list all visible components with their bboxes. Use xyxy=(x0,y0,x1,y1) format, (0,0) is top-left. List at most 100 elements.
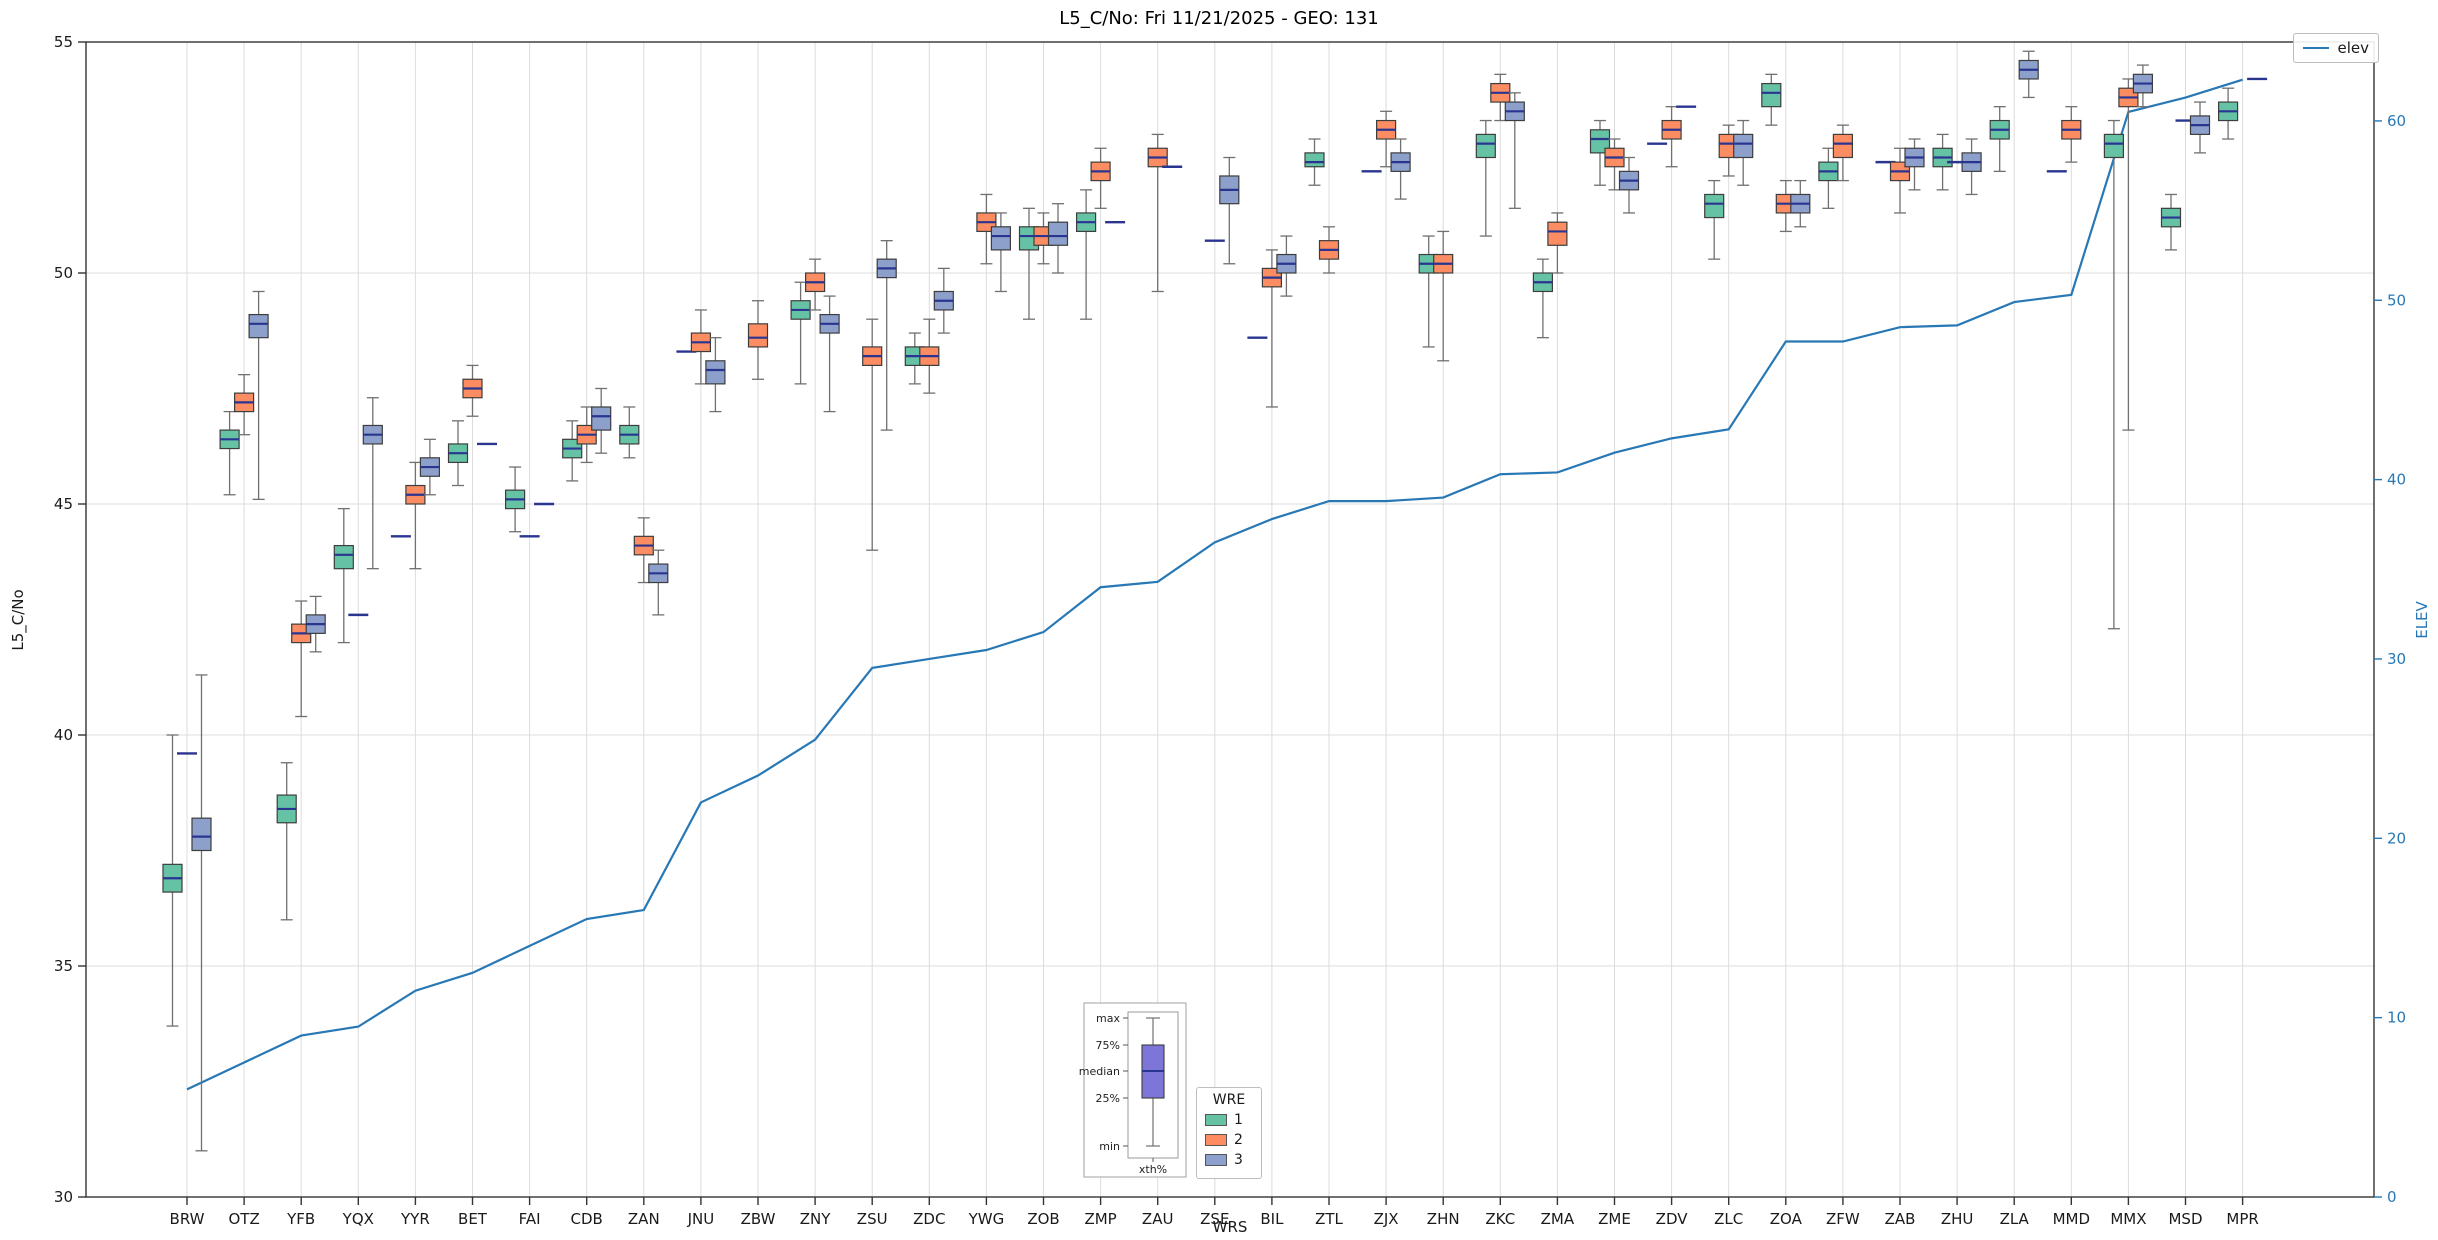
box-group-ZFW xyxy=(1818,124,1854,209)
x-tick-label-CDB: CDB xyxy=(571,1210,603,1228)
wre-legend-title: WRE xyxy=(1212,1092,1246,1108)
box-wre3 xyxy=(705,360,726,385)
y2-axis-label-elev: ELEV xyxy=(2413,601,2431,639)
x-tick-label-ZFW: ZFW xyxy=(1826,1210,1860,1228)
x-tick-label-MMX: MMX xyxy=(2110,1210,2146,1228)
box-group-ZME xyxy=(1589,119,1640,214)
x-tick-label-BRW: BRW xyxy=(170,1210,205,1228)
elev-line-sample-icon xyxy=(2303,47,2330,49)
x-tick-label-YWG: YWG xyxy=(968,1210,1005,1228)
x-tick-label-BET: BET xyxy=(458,1210,488,1228)
box-group-YYR xyxy=(390,438,440,570)
box-group-ZNY xyxy=(790,258,840,413)
y-tick-label: 40 xyxy=(54,726,73,744)
wre-entry-label: 3 xyxy=(1234,1152,1243,1168)
y-tick-label: 35 xyxy=(54,957,73,975)
box-wre3 xyxy=(591,406,612,431)
y2-tick-label: 60 xyxy=(2387,112,2406,130)
box-group-ZMA xyxy=(1532,212,1568,339)
box-wre3 xyxy=(1047,221,1069,246)
wre-swatch-3 xyxy=(1205,1154,1227,1166)
box-wre3 xyxy=(191,817,212,852)
box-wre2 xyxy=(1547,221,1568,246)
elev-legend-label: elev xyxy=(2337,39,2369,57)
key-footer-label: xth% xyxy=(1139,1163,1167,1176)
box-group-ZBW xyxy=(747,300,769,380)
boxplot-key-legend: max 75% median 25% min xth% xyxy=(1079,1002,1187,1178)
wre-entry-label: 1 xyxy=(1234,1112,1243,1128)
boxplot-key-frame xyxy=(1083,1002,1187,1178)
x-tick-label-ZHU: ZHU xyxy=(1941,1210,1974,1228)
x-tick-label-JNU: JNU xyxy=(687,1210,715,1228)
elev-legend: elev xyxy=(2293,33,2379,63)
box-wre1 xyxy=(1304,152,1325,168)
x-tick-label-ZLC: ZLC xyxy=(1714,1210,1743,1228)
box-wre1 xyxy=(1475,133,1496,159)
x-tick-label-ZDC: ZDC xyxy=(913,1210,945,1228)
key-label-75%: 75% xyxy=(1096,1039,1120,1052)
box-group-MSD xyxy=(2160,101,2211,251)
box-wre1 xyxy=(1589,129,1611,154)
box-group-ZSE xyxy=(1204,156,1240,265)
box-group-FAI xyxy=(505,466,555,538)
y-tick-label: 45 xyxy=(54,495,73,513)
box-group-MMD xyxy=(2046,106,2082,173)
box-group-ZSU xyxy=(862,240,897,551)
x-tick-label-ZDV: ZDV xyxy=(1656,1210,1689,1228)
wre-entry-label: 2 xyxy=(1234,1132,1243,1148)
plot-border xyxy=(85,41,2375,1198)
box-group-ZMP xyxy=(1075,147,1126,320)
box-group-ZHU xyxy=(1932,133,1982,196)
box-group-MMX xyxy=(2103,64,2153,630)
box-group-ZDV xyxy=(1647,105,1697,168)
y-tick-label: 50 xyxy=(54,264,73,282)
x-tick-label-OTZ: OTZ xyxy=(228,1210,259,1228)
box-group-BET xyxy=(447,364,497,487)
x-tick-label-ZAU: ZAU xyxy=(1142,1210,1174,1228)
x-tick-label-ZJX: ZJX xyxy=(1374,1210,1399,1228)
x-tick-label-BIL: BIL xyxy=(1260,1210,1284,1228)
x-tick-label-ZHN: ZHN xyxy=(1427,1210,1460,1228)
wre-legend-entry: 2 xyxy=(1205,1132,1253,1148)
wre-swatch-1 xyxy=(1205,1114,1227,1126)
box-wre2 xyxy=(747,323,769,348)
y2-tick-label: 20 xyxy=(2387,829,2406,847)
x-tick-label-ZMP: ZMP xyxy=(1084,1210,1116,1228)
box-group-ZHN xyxy=(1418,230,1454,362)
elev-line xyxy=(186,78,2243,1091)
box-group-ZDC xyxy=(904,267,954,394)
box-wre1 xyxy=(333,544,354,570)
chart-title: L5_C/No: Fri 11/21/2025 - GEO: 131 xyxy=(1059,8,1379,29)
wre-legend-entry: 3 xyxy=(1205,1152,1253,1168)
box-group-YWG xyxy=(976,193,1012,293)
x-tick-label-ZAN: ZAN xyxy=(628,1210,660,1228)
box-group-ZAB xyxy=(1875,138,1925,214)
box-wre1 xyxy=(1761,82,1782,108)
x-tick-label-MMD: MMD xyxy=(2053,1210,2090,1228)
box-group-ZTL xyxy=(1304,138,1340,274)
key-label-max: max xyxy=(1096,1012,1120,1025)
box-group-ZOB xyxy=(1018,203,1069,320)
box-wre1 xyxy=(2103,133,2124,159)
x-tick-label-MPR: MPR xyxy=(2226,1210,2258,1228)
box-group-OTZ xyxy=(219,290,269,501)
x-tick-label-ZMA: ZMA xyxy=(1541,1210,1575,1228)
key-label-25%: 25% xyxy=(1096,1092,1120,1105)
wre-legend: WRE 1 2 3 xyxy=(1196,1087,1262,1179)
box-wre3 xyxy=(1733,133,1754,159)
x-tick-label-ZTL: ZTL xyxy=(1315,1210,1343,1228)
wre-legend-rows: 1 2 3 xyxy=(1205,1112,1253,1168)
x-tick-label-ZAB: ZAB xyxy=(1885,1210,1916,1228)
box-group-BIL xyxy=(1247,235,1297,408)
y2-tick-label: 0 xyxy=(2387,1188,2397,1206)
y2-tick-label: 40 xyxy=(2387,471,2406,489)
box-group-ZOA xyxy=(1761,73,1811,233)
box-group-ZJX xyxy=(1361,110,1411,200)
box-wre3 xyxy=(990,226,1012,251)
box-group-MPR xyxy=(2218,77,2268,140)
y-tick-label: 55 xyxy=(54,33,73,51)
wre-legend-entry: 1 xyxy=(1205,1112,1253,1128)
x-tick-label-FAI: FAI xyxy=(519,1210,541,1228)
y-axis-label: L5_C/No xyxy=(9,589,27,651)
y2-tick-label: 50 xyxy=(2387,291,2406,309)
